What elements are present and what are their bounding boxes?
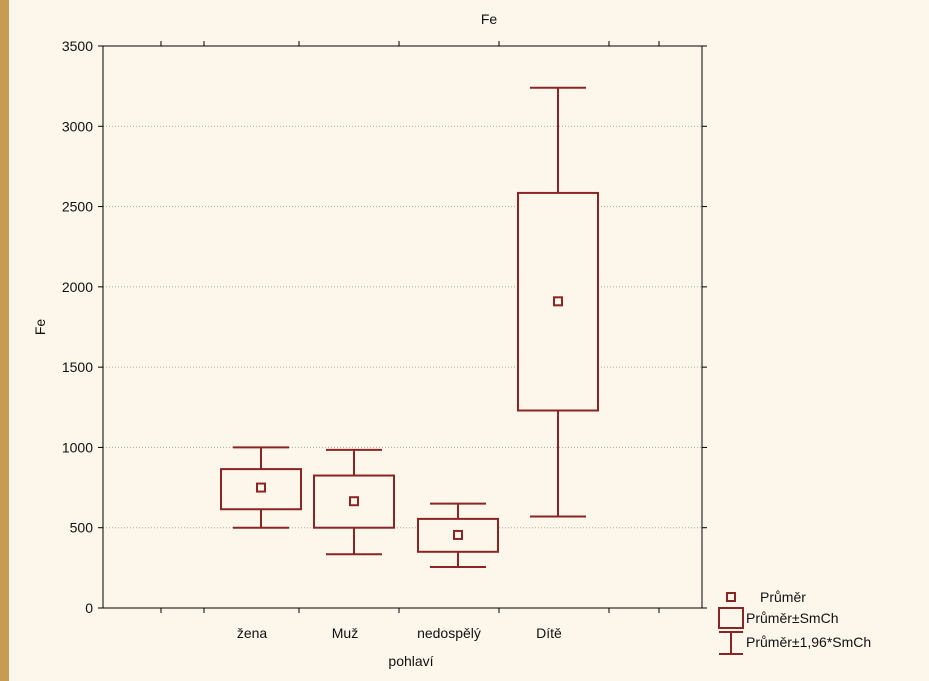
legend-se-symbol — [719, 608, 743, 628]
box-Muž — [314, 450, 394, 554]
grid-lines — [103, 126, 702, 527]
y-tick-label: 2500 — [62, 199, 93, 215]
y-tick-label: 3000 — [62, 118, 93, 134]
x-axis-label: pohlaví — [388, 653, 433, 669]
legend-mean-symbol — [727, 593, 735, 601]
legend-mean-label: Průměr — [760, 589, 806, 605]
y-tick-label: 0 — [85, 600, 93, 616]
se-box — [221, 469, 301, 509]
x-tick-label: žena — [237, 625, 268, 641]
chart-title: Fe — [481, 11, 498, 27]
plot-area — [103, 46, 702, 608]
x-tick-label: Muž — [332, 625, 358, 641]
y-axis-ticks: 0 500 1000 1500 2000 2500 3000 3500 — [62, 38, 707, 616]
box-plot-chart: Fe Fe pohlaví 0 500 1000 1500 2000 2500 3000 35… — [9, 0, 929, 681]
box-žena — [221, 447, 301, 527]
box-Dítě — [518, 88, 598, 517]
x-tick-label: Dítě — [536, 625, 562, 641]
y-tick-label: 1000 — [62, 439, 93, 455]
se-box — [418, 519, 498, 552]
legend-se-label: Průměr±SmCh — [746, 610, 838, 626]
se-box — [314, 476, 394, 528]
se-box — [518, 193, 598, 411]
chart-frame: Fe Fe pohlaví 0 500 1000 1500 2000 2500 3000 35… — [9, 0, 929, 681]
box-series — [221, 88, 598, 567]
legend: Průměr Průměr±SmCh Průměr±1,96*SmCh — [719, 589, 871, 654]
y-tick-label: 500 — [70, 520, 94, 536]
x-tick-label: nedospělý — [417, 625, 481, 641]
y-axis-label: Fe — [32, 319, 48, 336]
box-nedospělý — [418, 504, 498, 567]
y-tick-label: 1500 — [62, 359, 93, 375]
y-tick-label: 3500 — [62, 38, 93, 54]
y-tick-label: 2000 — [62, 279, 93, 295]
legend-ci-label: Průměr±1,96*SmCh — [746, 634, 871, 650]
